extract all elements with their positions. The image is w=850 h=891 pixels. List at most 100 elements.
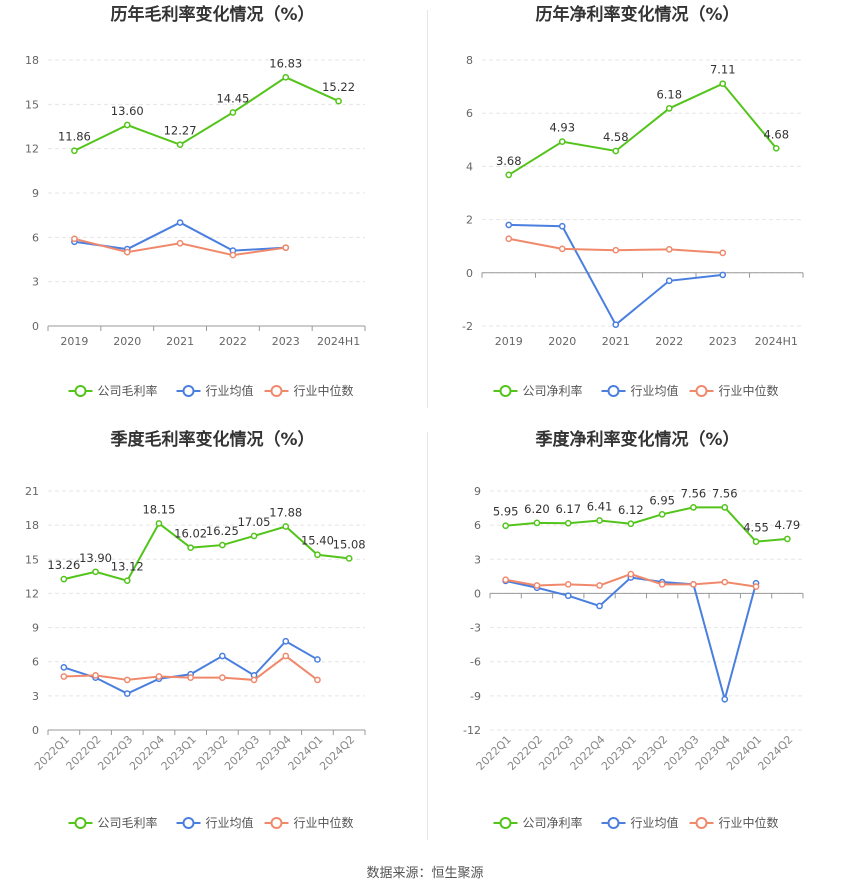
data-point[interactable] [123, 121, 131, 129]
data-point[interactable] [176, 219, 184, 226]
data-point[interactable] [123, 577, 131, 585]
data-point[interactable] [564, 519, 572, 527]
data-point[interactable] [658, 580, 666, 588]
data-point[interactable] [627, 520, 635, 528]
data-point[interactable] [502, 522, 510, 530]
legend-item[interactable]: 行业均值 [176, 383, 254, 398]
legend-item[interactable]: 行业均值 [601, 815, 679, 830]
data-point[interactable] [219, 652, 226, 660]
data-point[interactable] [60, 575, 68, 583]
data-point[interactable] [533, 519, 541, 527]
data-point[interactable] [719, 80, 727, 88]
annual-net-margin-chart: 历年净利率变化情况（%） -2 0 2 4 6 8 2019 2020 2021 2022 2023 2… [425, 0, 850, 425]
data-point[interactable] [60, 673, 68, 680]
data-point[interactable] [229, 251, 237, 259]
data-point[interactable] [282, 637, 290, 645]
data-point[interactable] [721, 504, 729, 511]
legend-label: 行业均值 [631, 383, 679, 398]
data-point[interactable] [229, 109, 237, 116]
data-point[interactable] [123, 248, 131, 256]
data-point[interactable] [502, 576, 510, 584]
data-point[interactable] [596, 517, 603, 524]
legend-item[interactable]: 行业均值 [176, 815, 254, 830]
data-point[interactable] [658, 510, 666, 518]
data-point[interactable] [564, 592, 572, 600]
data-point[interactable] [314, 676, 321, 684]
data-point[interactable] [219, 541, 226, 549]
data-point[interactable] [719, 249, 727, 257]
legend-item[interactable]: 公司毛利率 [68, 815, 158, 830]
data-point[interactable] [505, 221, 513, 229]
data-point[interactable] [314, 551, 321, 559]
data-point[interactable] [564, 580, 572, 588]
data-point[interactable] [665, 246, 673, 253]
legend-item[interactable]: 行业中位数 [264, 383, 354, 398]
data-point[interactable] [176, 141, 184, 149]
data-point[interactable] [752, 583, 760, 590]
data-point[interactable] [558, 245, 566, 253]
data-label: 6.18 [656, 87, 682, 101]
data-point[interactable] [314, 656, 321, 663]
data-point[interactable] [612, 147, 620, 155]
data-point[interactable] [596, 602, 603, 610]
data-point[interactable] [71, 147, 78, 155]
data-point[interactable] [505, 235, 513, 243]
data-point[interactable] [219, 674, 226, 681]
data-label: 16.83 [269, 56, 302, 70]
data-point[interactable] [250, 676, 258, 684]
data-point[interactable] [596, 582, 603, 589]
data-point[interactable] [772, 144, 780, 152]
data-point[interactable] [558, 222, 566, 230]
data-point[interactable] [187, 544, 194, 552]
x-tick-label: 2021 [602, 335, 630, 348]
data-point[interactable] [282, 652, 290, 660]
data-point[interactable] [721, 695, 729, 703]
x-tick-label: 2020 [548, 335, 576, 348]
data-point[interactable] [60, 664, 68, 671]
legend-item[interactable]: 公司净利率 [493, 383, 583, 398]
data-label: 15.08 [333, 537, 366, 551]
data-point[interactable] [752, 538, 760, 545]
data-point[interactable] [665, 277, 673, 285]
data-point[interactable] [721, 578, 729, 586]
data-label: 13.12 [111, 560, 144, 574]
data-point[interactable] [533, 582, 541, 589]
y-tick-label: 6 [474, 519, 481, 532]
data-point[interactable] [123, 676, 131, 684]
data-point[interactable] [690, 580, 697, 588]
data-point[interactable] [627, 570, 635, 578]
data-point[interactable] [558, 138, 566, 146]
y-tick-label: 0 [466, 267, 473, 280]
data-point[interactable] [505, 171, 513, 179]
data-point[interactable] [282, 523, 290, 530]
data-point[interactable] [612, 246, 620, 254]
data-point[interactable] [92, 672, 99, 679]
data-label: 15.40 [301, 534, 334, 548]
legend-item[interactable]: 行业均值 [601, 383, 679, 398]
annual-gross-margin-chart: 历年毛利率变化情况（%） 0 3 6 9 12 15 18 2019 2020 2021 2022 20… [0, 0, 425, 425]
data-point[interactable] [282, 73, 290, 81]
legend-item[interactable]: 行业中位数 [689, 383, 779, 398]
data-point[interactable] [187, 674, 194, 681]
y-tick-label: -6 [470, 656, 481, 669]
legend-item[interactable]: 行业中位数 [689, 815, 779, 830]
data-label: 4.55 [743, 521, 769, 535]
data-point[interactable] [92, 568, 99, 576]
data-point[interactable] [123, 690, 131, 697]
data-point[interactable] [176, 239, 184, 247]
data-point[interactable] [71, 235, 78, 243]
legend-item[interactable]: 公司净利率 [493, 815, 583, 830]
data-point[interactable] [612, 321, 620, 329]
data-point[interactable] [155, 673, 163, 680]
data-point[interactable] [690, 504, 697, 511]
data-point[interactable] [345, 555, 353, 562]
legend-item[interactable]: 公司毛利率 [68, 383, 158, 398]
data-point[interactable] [155, 520, 163, 527]
data-point[interactable] [335, 97, 342, 105]
data-point[interactable] [250, 532, 258, 540]
data-point[interactable] [784, 535, 791, 543]
data-point[interactable] [282, 244, 290, 252]
data-point[interactable] [719, 271, 727, 279]
data-point[interactable] [665, 105, 673, 112]
legend-item[interactable]: 行业中位数 [264, 815, 354, 830]
